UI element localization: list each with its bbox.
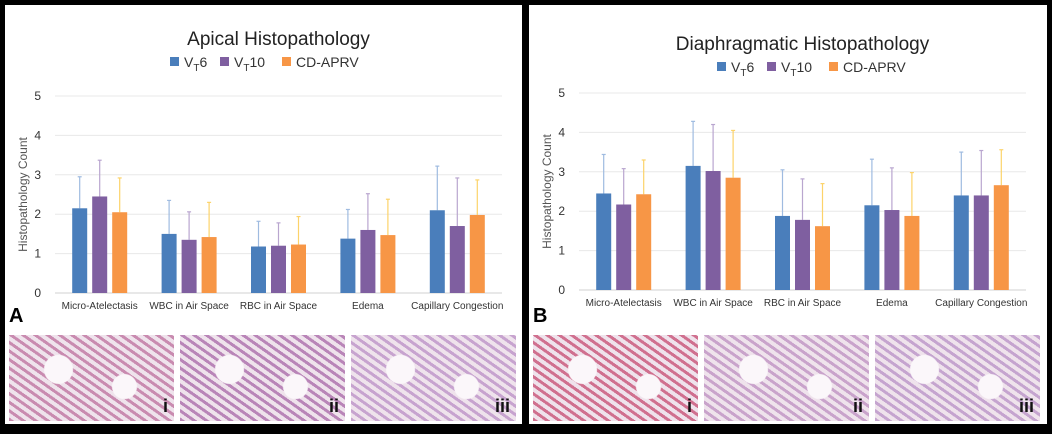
bar-cd-aprv-4	[469, 214, 485, 293]
bar-vt6-3	[340, 238, 356, 293]
bar-vt10-1	[181, 239, 197, 293]
y-axis-label: Histopathology Count	[16, 136, 30, 251]
histology-image-iii: iii	[875, 335, 1040, 421]
x-tick-label: RBC in Air Space	[764, 298, 842, 309]
legend-label-2: CD-APRV	[296, 54, 359, 70]
x-tick-label: WBC in Air Space	[673, 298, 753, 309]
bar-vt6-2	[251, 246, 266, 293]
bar-vt10-2	[271, 245, 286, 293]
histology-image-label: i	[686, 396, 692, 416]
bar-vt10-0	[616, 204, 632, 290]
x-tick-label: Micro-Atelectasis	[586, 298, 662, 309]
y-tick-label: 3	[34, 168, 41, 182]
legend-label-1: VT10	[234, 54, 265, 74]
histology-image-label: iii	[494, 396, 510, 416]
histology-image-label: iii	[1018, 396, 1034, 416]
bar-vt6-3	[864, 205, 880, 290]
legend-label-0: VT6	[731, 59, 754, 79]
y-tick-label: 0	[558, 283, 565, 297]
bar-cd-aprv-3	[380, 235, 396, 293]
diaphragmatic-chart: Diaphragmatic Histopathology VT6 VT10 CD-AP…	[540, 34, 1027, 309]
chart-title: Apical Histopathology	[187, 29, 370, 50]
x-tick-label: Capillary Congestion	[411, 301, 503, 312]
legend-swatch-0	[170, 57, 179, 66]
bar-vt6-4	[429, 210, 445, 293]
y-tick-label: 4	[558, 125, 565, 139]
x-tick-label: Micro-Atelectasis	[62, 301, 138, 312]
x-tick-label: Capillary Congestion	[935, 298, 1027, 309]
bar-vt10-3	[360, 229, 376, 293]
panel-diaphragmatic: Diaphragmatic Histopathology VT6 VT10 CD-AP…	[529, 5, 1047, 424]
panel-label-a: A	[9, 305, 24, 327]
bar-cd-aprv-4	[993, 185, 1009, 290]
x-tick-label: Edema	[352, 301, 384, 312]
histology-image-ii: ii	[704, 335, 869, 421]
histology-image-i: i	[533, 335, 698, 421]
y-tick-label: 2	[34, 207, 41, 221]
bar-vt10-4	[449, 226, 465, 293]
legend-swatch-1	[767, 62, 776, 71]
panel-apical: Apical Histopathology VT6 VT10 CD-APRV 0 1 2 3 4…	[5, 5, 522, 424]
histology-image-i: i	[9, 335, 174, 421]
legend-label-0: VT6	[184, 54, 207, 74]
x-tick-label: Edema	[876, 298, 908, 309]
bar-vt10-3	[884, 210, 900, 290]
histology-image-ii: ii	[180, 335, 345, 421]
legend-swatch-2	[829, 62, 838, 71]
bar-vt6-2	[775, 215, 790, 290]
y-tick-label: 1	[558, 244, 565, 258]
bar-cd-aprv-2	[815, 226, 830, 290]
y-tick-label: 5	[558, 86, 565, 100]
histology-image-label: i	[162, 396, 168, 416]
bar-vt6-1	[161, 233, 177, 293]
bar-vt10-0	[92, 196, 108, 293]
bar-vt10-4	[973, 195, 989, 290]
bar-cd-aprv-1	[201, 237, 217, 293]
bar-vt10-2	[795, 219, 810, 290]
bar-vt6-4	[953, 195, 969, 290]
bar-cd-aprv-1	[725, 177, 741, 290]
y-tick-label: 4	[34, 128, 41, 142]
y-tick-label: 2	[558, 204, 565, 218]
legend-swatch-2	[282, 57, 291, 66]
histology-image-label: ii	[328, 396, 339, 416]
x-tick-label: RBC in Air Space	[240, 301, 318, 312]
y-axis-label: Histopathology Count	[540, 133, 554, 248]
x-tick-label: WBC in Air Space	[149, 301, 229, 312]
histology-image-iii: iii	[351, 335, 516, 421]
panel-label-b: B	[533, 305, 548, 327]
bar-cd-aprv-0	[636, 194, 652, 290]
bar-cd-aprv-0	[112, 212, 128, 293]
apical-chart: Apical Histopathology VT6 VT10 CD-APRV 0 1 2 3 4…	[16, 29, 503, 312]
bar-vt6-0	[72, 208, 88, 293]
legend-swatch-1	[220, 57, 229, 66]
y-tick-label: 5	[34, 89, 41, 103]
bar-vt6-0	[596, 193, 612, 290]
y-tick-label: 3	[558, 165, 565, 179]
legend-label-2: CD-APRV	[843, 59, 906, 75]
legend-swatch-0	[717, 62, 726, 71]
chart-title: Diaphragmatic Histopathology	[676, 34, 930, 55]
bar-vt10-1	[705, 171, 721, 290]
histology-image-label: ii	[852, 396, 863, 416]
bar-vt6-1	[685, 165, 701, 290]
bar-cd-aprv-2	[291, 244, 306, 293]
bar-cd-aprv-3	[904, 215, 920, 290]
legend-label-1: VT10	[781, 59, 812, 79]
y-tick-label: 0	[34, 286, 41, 300]
y-tick-label: 1	[34, 247, 41, 261]
